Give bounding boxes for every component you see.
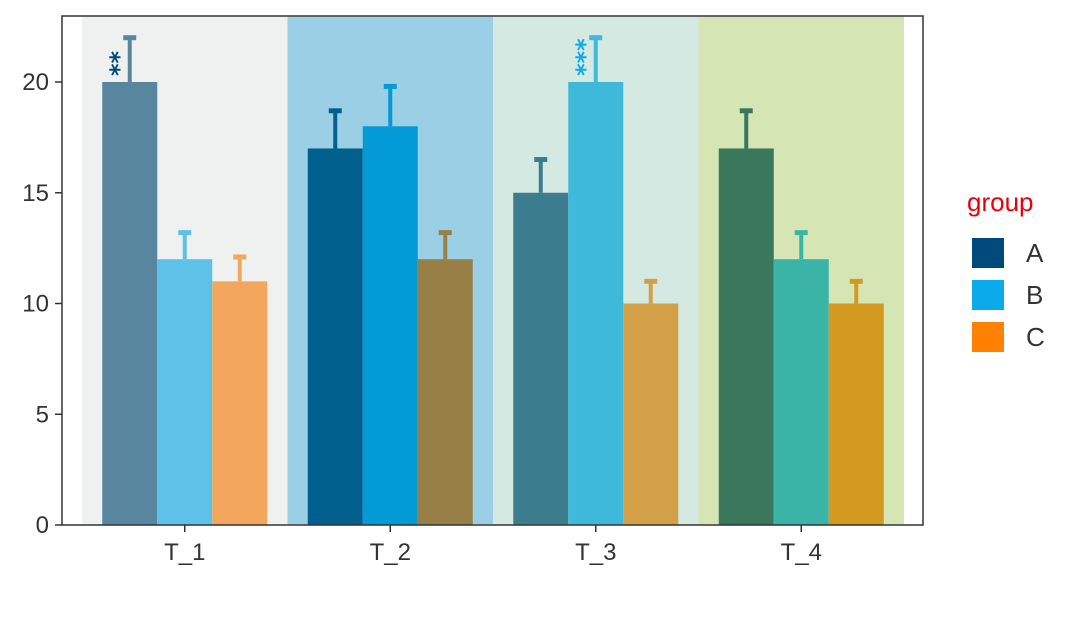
bar-T_1-C <box>212 281 268 525</box>
x-tick-label-T_3: T_3 <box>575 539 616 566</box>
error-bar-T_1-C <box>233 254 247 282</box>
error-bar-T_4-B <box>794 230 808 260</box>
bar-T_2-B <box>362 126 418 526</box>
y-axis: 0 5 10 15 20 <box>22 69 62 539</box>
y-tick-label-5: 5 <box>36 401 49 428</box>
error-bar-T_3-A <box>534 157 548 193</box>
legend-swatch-C <box>972 322 1004 352</box>
bar-T_1-B <box>157 259 213 525</box>
bar-T_2-A <box>307 148 363 525</box>
legend-title: group <box>967 187 1034 217</box>
bars <box>102 82 884 526</box>
bar-T_2-C <box>417 259 473 525</box>
error-bar-T_4-C <box>849 278 863 304</box>
bar-T_4-B <box>773 259 829 525</box>
error-bar-T_2-B <box>383 83 397 127</box>
significance-label-T_3-B: *** <box>571 38 599 76</box>
error-bar-T_2-C <box>438 230 452 260</box>
error-bars <box>123 35 863 304</box>
error-bar-T_1-B <box>178 230 192 260</box>
legend: group ABC <box>967 187 1045 352</box>
x-tick-label-T_2: T_2 <box>370 539 411 566</box>
y-tick-label-15: 15 <box>22 180 49 207</box>
legend-label-A: A <box>1026 238 1044 268</box>
bar-T_1-A <box>102 82 158 525</box>
error-bar-T_3-C <box>644 278 658 304</box>
legend-item-A: A <box>972 238 1044 268</box>
y-tick-label-0: 0 <box>36 512 49 539</box>
x-tick-label-T_1: T_1 <box>164 539 205 566</box>
bar-T_4-A <box>718 148 774 525</box>
bar-T_3-C <box>623 303 679 525</box>
bar-T_3-B <box>568 82 624 525</box>
x-tick-label-T_4: T_4 <box>781 539 822 566</box>
plot-border <box>61 15 924 526</box>
legend-item-C: C <box>972 322 1045 352</box>
error-bar-T_3-B <box>589 35 603 82</box>
significance-annotations: ** *** <box>105 38 599 76</box>
legend-label-B: B <box>1026 280 1043 310</box>
error-bar-T_2-A <box>328 108 342 149</box>
bar-T_4-C <box>828 303 884 525</box>
error-bar-T_4-A <box>739 108 753 149</box>
y-tick-label-10: 10 <box>22 291 49 318</box>
y-tick-label-20: 20 <box>22 69 49 96</box>
legend-swatch-A <box>972 238 1004 268</box>
legend-label-C: C <box>1026 322 1045 352</box>
legend-swatch-B <box>972 280 1004 310</box>
significance-label-T_1-A: ** <box>105 50 133 76</box>
x-axis: T_1 T_2 T_3 T_4 <box>164 525 822 566</box>
error-bar-T_1-A <box>123 35 137 82</box>
bar-T_3-A <box>513 192 569 525</box>
legend-item-B: B <box>972 280 1043 310</box>
